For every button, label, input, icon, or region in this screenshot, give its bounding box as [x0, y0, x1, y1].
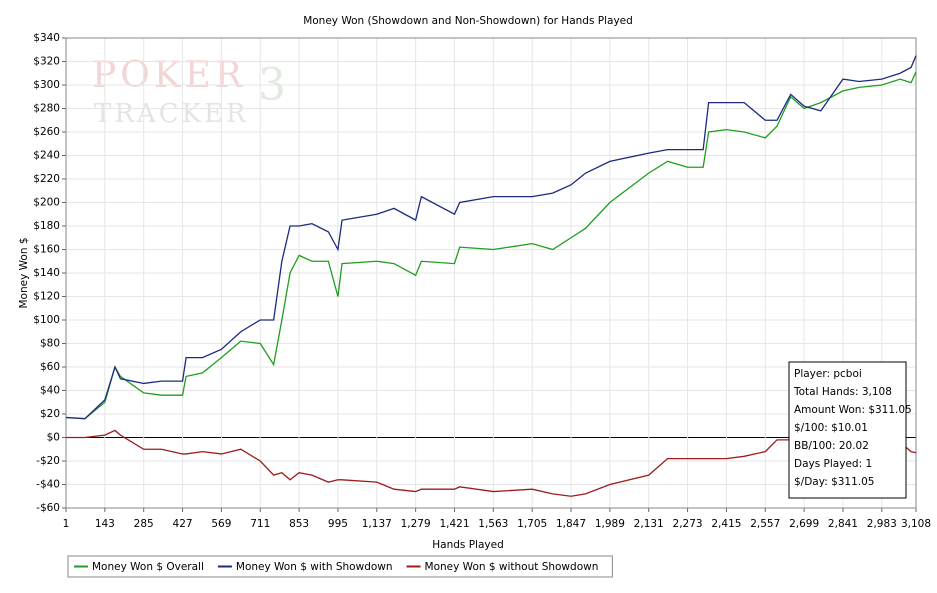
- info-line: Player: pcboi: [794, 368, 862, 380]
- y-tick-label: -$40: [36, 479, 60, 491]
- x-tick-label: 2,415: [711, 518, 741, 530]
- x-tick-label: 995: [328, 518, 348, 530]
- y-tick-label: -$60: [36, 502, 60, 514]
- x-tick-label: 2,841: [828, 518, 858, 530]
- info-line: BB/100: 20.02: [794, 440, 869, 452]
- watermark: TRACKER: [94, 99, 249, 129]
- y-tick-label: -$20: [36, 455, 60, 467]
- y-tick-label: $160: [33, 244, 60, 256]
- y-tick-label: $320: [33, 56, 60, 68]
- y-tick-label: $0: [47, 432, 60, 444]
- x-tick-label: 1,279: [401, 518, 431, 530]
- x-tick-label: 285: [134, 518, 154, 530]
- y-tick-label: $200: [33, 197, 60, 209]
- info-box: [788, 361, 907, 499]
- y-tick-label: $220: [33, 173, 60, 185]
- legend-label: Money Won $ with Showdown: [236, 561, 393, 573]
- x-tick-label: 569: [211, 518, 231, 530]
- x-tick-label: 1: [63, 518, 70, 530]
- series-line: [65, 55, 917, 420]
- x-tick-label: 1,705: [517, 518, 547, 530]
- x-tick-label: 853: [289, 518, 309, 530]
- y-tick-label: $140: [33, 267, 60, 279]
- info-line: Total Hands: 3,108: [793, 386, 892, 398]
- info-line: Days Played: 1: [794, 458, 872, 470]
- y-tick-label: $60: [40, 361, 60, 373]
- legend-label: Money Won $ Overall: [92, 561, 204, 573]
- info-line: $/100: $10.01: [794, 422, 868, 434]
- y-axis-label: Money Won $: [18, 237, 30, 308]
- y-tick-label: $280: [33, 103, 60, 115]
- x-tick-label: 3,108: [901, 518, 931, 530]
- legend-label: Money Won $ without Showdown: [425, 561, 599, 573]
- x-tick-label: 1,421: [439, 518, 469, 530]
- info-line: Amount Won: $311.05: [794, 404, 912, 416]
- plot-border: [65, 37, 917, 509]
- x-tick-label: 711: [250, 518, 270, 530]
- y-tick-label: $340: [33, 32, 60, 44]
- y-tick-label: $20: [40, 408, 60, 420]
- x-tick-label: 2,983: [867, 518, 897, 530]
- x-tick-label: 2,273: [673, 518, 703, 530]
- x-tick-label: 1,137: [362, 518, 392, 530]
- x-tick-label: 1,563: [478, 518, 508, 530]
- y-tick-label: $180: [33, 220, 60, 232]
- x-tick-label: 2,699: [789, 518, 819, 530]
- y-tick-label: $120: [33, 291, 60, 303]
- info-line: $/Day: $311.05: [794, 476, 874, 488]
- x-axis-label: Hands Played: [432, 539, 503, 551]
- x-tick-label: 143: [95, 518, 115, 530]
- y-tick-label: $100: [33, 314, 60, 326]
- chart-title: Money Won (Showdown and Non-Showdown) fo…: [303, 15, 633, 27]
- series-line: [65, 71, 917, 420]
- series-line: [66, 429, 917, 497]
- y-tick-label: $80: [40, 338, 60, 350]
- x-tick-label: 427: [173, 518, 193, 530]
- x-tick-label: 2,557: [750, 518, 780, 530]
- y-tick-label: $240: [33, 150, 60, 162]
- x-tick-label: 2,131: [634, 518, 664, 530]
- x-tick-label: 1,847: [556, 518, 586, 530]
- x-tick-label: 1,989: [595, 518, 625, 530]
- y-tick-label: $40: [40, 385, 60, 397]
- legend-box: [67, 555, 613, 578]
- y-tick-label: $300: [33, 79, 60, 91]
- y-tick-label: $260: [33, 126, 60, 138]
